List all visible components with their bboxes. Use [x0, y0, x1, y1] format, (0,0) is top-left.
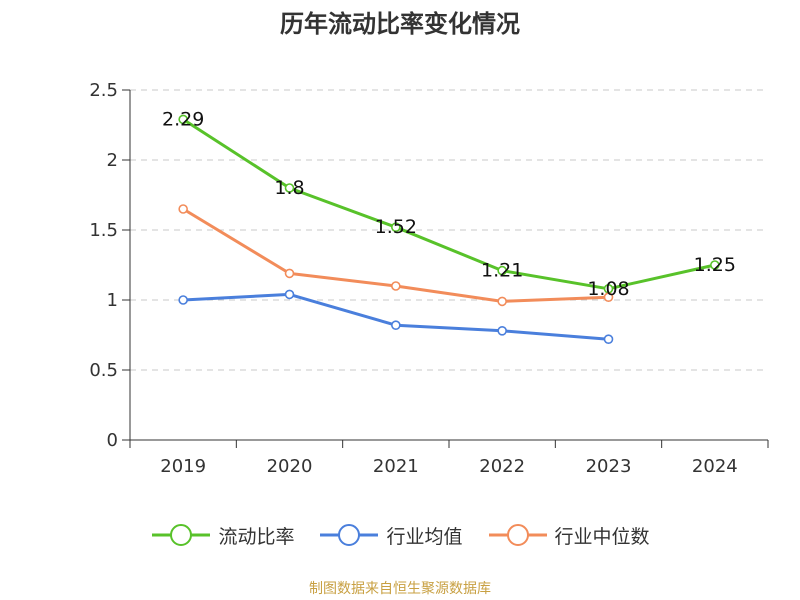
data-point: [603, 334, 614, 345]
data-label: 1.21: [481, 260, 523, 282]
y-tick-label: 1: [107, 290, 118, 311]
legend-label: 行业均值: [386, 525, 463, 548]
data-point: [178, 295, 188, 305]
y-tick-label: 0.5: [89, 360, 118, 381]
y-tick-label: 0: [107, 430, 118, 451]
data-point: [497, 296, 507, 307]
x-tick-label: 2019: [160, 456, 206, 477]
data-point: [284, 289, 295, 300]
legend-line-marker-icon: [488, 524, 547, 546]
legend-item-3[interactable]: 行业中位数: [487, 520, 650, 550]
data-point: [178, 204, 188, 214]
chart-title: 历年流动比率变化情况: [280, 10, 520, 38]
data-point: [178, 114, 188, 125]
data-point: [391, 222, 401, 232]
series-line: [182, 118, 716, 291]
legend-label: 流动比率: [218, 525, 295, 548]
data-label: 1.8: [274, 177, 304, 199]
data-point: [497, 265, 507, 276]
data-label: 1.25: [694, 254, 736, 276]
x-tick-label: 2020: [267, 456, 313, 477]
legend-marker: [170, 524, 193, 546]
legend-line-marker-icon: [152, 524, 211, 546]
legend-marker: [338, 524, 361, 546]
x-tick-label: 2021: [373, 456, 419, 477]
y-tick-label: 2.5: [89, 80, 118, 101]
x-tick-label: 2023: [586, 456, 632, 477]
data-point: [284, 183, 295, 193]
data-point: [391, 281, 401, 291]
data-labels: 2.29 1.8 1.52 1.21 1.08 1.25: [162, 108, 736, 299]
data-point: [497, 325, 507, 336]
series-lines: [178, 114, 720, 345]
data-point: [710, 260, 720, 270]
y-tick-label: 2: [107, 150, 118, 171]
x-tick-label: 2024: [692, 456, 738, 477]
legend-item-1[interactable]: 流动比率: [150, 520, 294, 550]
legend: 流动比率 行业均值 行业中位数: [0, 520, 800, 554]
series-2: [178, 289, 614, 345]
series-3: [178, 204, 614, 307]
gridlines: [130, 89, 768, 371]
series-1: [178, 114, 720, 294]
legend-marker: [506, 524, 529, 546]
data-point: [603, 292, 614, 303]
x-tick-label: 2022: [479, 456, 525, 477]
y-tick-label: 1.5: [89, 220, 118, 241]
data-point: [391, 320, 401, 331]
data-label: 1.08: [587, 278, 629, 300]
data-label: 1.52: [375, 216, 417, 238]
legend-label: 行业中位数: [554, 525, 650, 548]
legend-item-2[interactable]: 行业均值: [318, 520, 463, 550]
data-label: 2.29: [162, 108, 204, 130]
source-note: 制图数据来自恒生聚源数据库: [309, 581, 491, 597]
data-point: [284, 268, 295, 279]
legend-line-marker-icon: [320, 524, 379, 546]
